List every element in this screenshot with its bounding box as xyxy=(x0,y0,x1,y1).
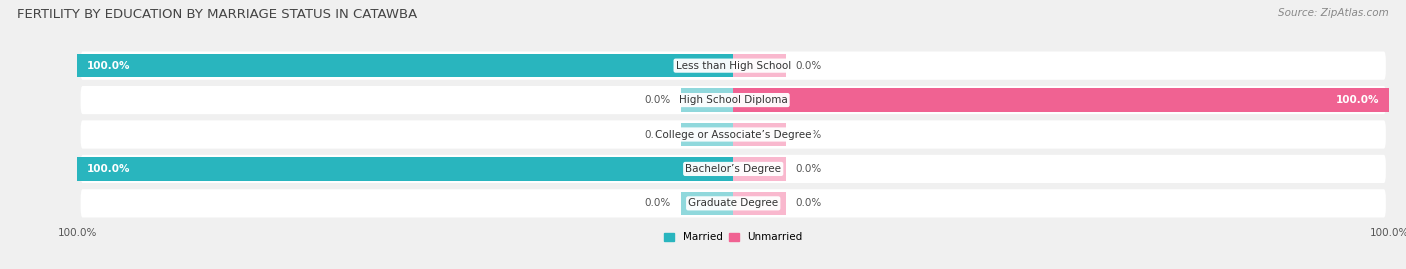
Text: Source: ZipAtlas.com: Source: ZipAtlas.com xyxy=(1278,8,1389,18)
Text: 0.0%: 0.0% xyxy=(796,129,821,140)
Bar xyxy=(681,123,734,146)
FancyBboxPatch shape xyxy=(80,121,1386,148)
Bar xyxy=(734,54,786,77)
FancyBboxPatch shape xyxy=(80,189,1386,217)
Text: Less than High School: Less than High School xyxy=(676,61,790,71)
Text: 0.0%: 0.0% xyxy=(796,198,821,208)
Bar xyxy=(734,157,786,181)
FancyBboxPatch shape xyxy=(80,52,1386,80)
Text: 0.0%: 0.0% xyxy=(645,129,671,140)
Text: 100.0%: 100.0% xyxy=(87,164,131,174)
Text: High School Diploma: High School Diploma xyxy=(679,95,787,105)
FancyBboxPatch shape xyxy=(80,155,1386,183)
Bar xyxy=(77,54,734,77)
Text: 0.0%: 0.0% xyxy=(645,95,671,105)
Bar xyxy=(734,123,786,146)
Legend: Married, Unmarried: Married, Unmarried xyxy=(659,228,807,246)
Text: 0.0%: 0.0% xyxy=(796,61,821,71)
Bar xyxy=(681,192,734,215)
Text: FERTILITY BY EDUCATION BY MARRIAGE STATUS IN CATAWBA: FERTILITY BY EDUCATION BY MARRIAGE STATU… xyxy=(17,8,418,21)
Text: 100.0%: 100.0% xyxy=(87,61,131,71)
Text: 100.0%: 100.0% xyxy=(1336,95,1379,105)
Text: Bachelor’s Degree: Bachelor’s Degree xyxy=(685,164,782,174)
Text: 0.0%: 0.0% xyxy=(645,198,671,208)
Text: 0.0%: 0.0% xyxy=(796,164,821,174)
Text: Graduate Degree: Graduate Degree xyxy=(688,198,779,208)
Bar xyxy=(734,192,786,215)
FancyBboxPatch shape xyxy=(80,86,1386,114)
Bar xyxy=(681,88,734,112)
Bar xyxy=(734,88,1389,112)
Bar xyxy=(77,157,734,181)
Text: College or Associate’s Degree: College or Associate’s Degree xyxy=(655,129,811,140)
